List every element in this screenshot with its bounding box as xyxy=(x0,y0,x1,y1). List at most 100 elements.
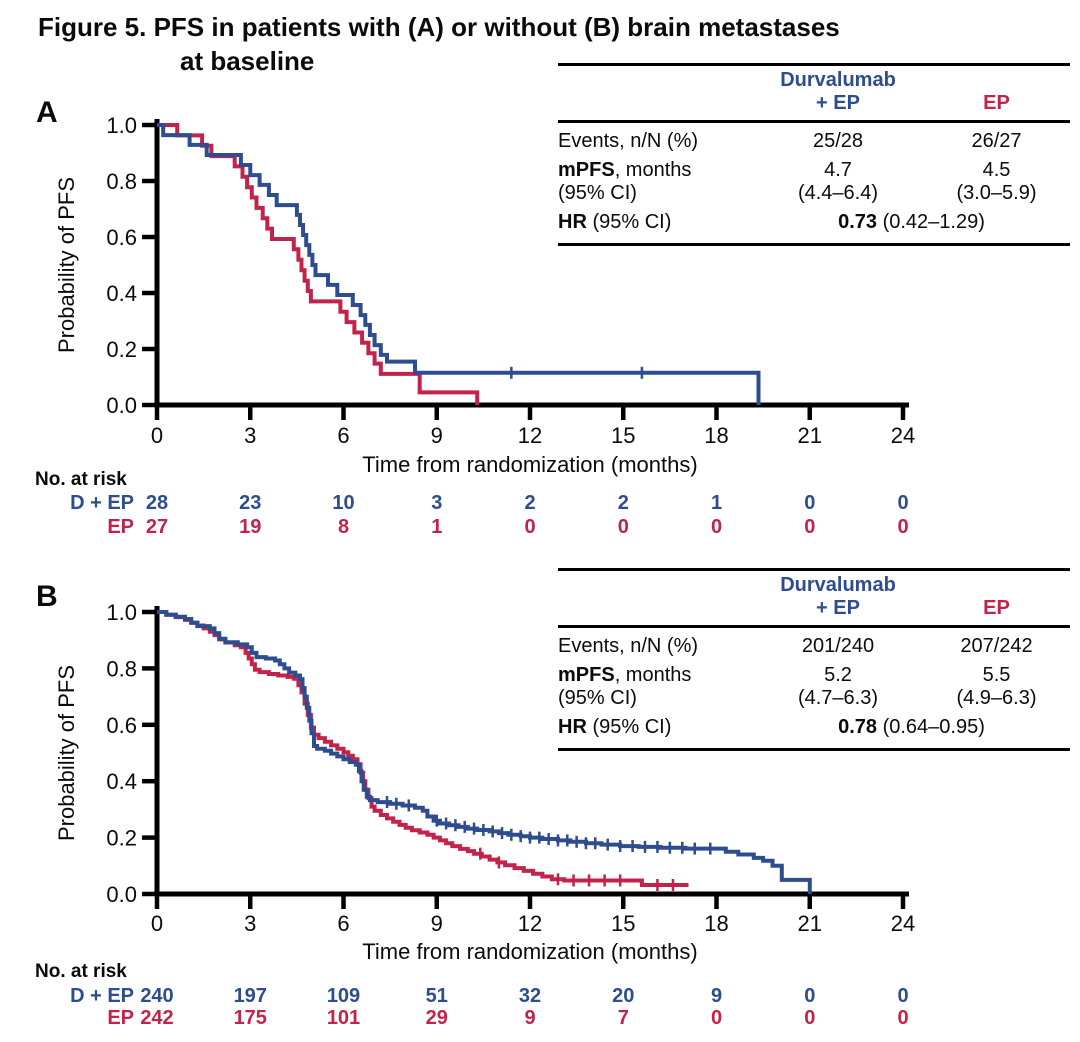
risk-count: 101 xyxy=(326,1007,361,1029)
risk-count: 19 xyxy=(239,516,262,538)
x-axis-title: Time from randomization (months) xyxy=(362,939,697,964)
panel-a-label: A xyxy=(36,96,58,129)
risk-row-label-ep: EP xyxy=(107,1007,134,1029)
risk-count: 0 xyxy=(897,516,909,538)
risk-count: 20 xyxy=(612,985,635,1007)
x-tick-label: 21 xyxy=(798,911,822,936)
events-durva-value: 25/28 xyxy=(812,130,864,152)
y-tick-label: 0.0 xyxy=(106,393,137,418)
x-tick-label: 24 xyxy=(891,911,915,936)
risk-count: 27 xyxy=(145,516,169,538)
mpfs-ep-value: 4.5 (3.0–5.9) xyxy=(956,159,1037,204)
x-tick-label: 0 xyxy=(151,911,163,936)
risk-row-label-durvalumab-ep: D + EP xyxy=(70,985,134,1007)
y-tick-label: 0.8 xyxy=(106,656,137,681)
km-curve-durvalumab-ep xyxy=(157,123,761,405)
risk-count: 28 xyxy=(145,492,169,514)
risk-count: 3 xyxy=(431,492,443,514)
x-tick-label: 6 xyxy=(337,423,349,448)
risk-count: 240 xyxy=(140,985,174,1007)
risk-count: 175 xyxy=(233,1007,267,1029)
no-at-risk-header: No. at risk xyxy=(35,469,127,490)
panel-b-label: B xyxy=(36,580,58,613)
y-tick-label: 0.8 xyxy=(106,169,137,194)
risk-count: 0 xyxy=(617,516,629,538)
stats-table-header: Durvalumab + EP EP xyxy=(558,63,1070,123)
y-tick-label: 0.2 xyxy=(106,337,137,362)
y-axis-title: Probability of PFS xyxy=(54,665,79,841)
risk-count: 23 xyxy=(239,492,262,514)
y-tick-label: 0.0 xyxy=(106,882,137,907)
mpfs-row-label: mPFS, months (95% CI) xyxy=(558,159,692,204)
hr-value: 0.78 (0.64–0.95) xyxy=(838,716,985,738)
risk-count: 9 xyxy=(524,1007,536,1029)
stats-table-header: Durvalumab + EP EP xyxy=(558,568,1070,628)
mpfs-durva-value: 5.2 (4.7–6.3) xyxy=(797,664,879,709)
x-axis-title: Time from randomization (months) xyxy=(362,452,697,477)
risk-count: 0 xyxy=(524,516,536,538)
risk-count: 8 xyxy=(337,516,350,538)
x-tick-label: 15 xyxy=(611,423,635,448)
column-header-ep: EP xyxy=(983,597,1010,619)
x-tick-label: 9 xyxy=(431,423,443,448)
figure-title: Figure 5. PFS in patients with (A) or wi… xyxy=(38,10,840,78)
risk-count: 10 xyxy=(332,492,355,514)
y-tick-label: 1.0 xyxy=(106,600,137,625)
risk-count: 0 xyxy=(804,516,816,538)
x-tick-label: 0 xyxy=(151,423,163,448)
risk-count: 0 xyxy=(710,516,723,538)
y-tick-label: 0.4 xyxy=(106,769,137,794)
risk-count: 7 xyxy=(617,1007,629,1029)
x-tick-label: 12 xyxy=(518,911,542,936)
hr-row-label: HR (95% CI) xyxy=(558,716,672,738)
y-tick-label: 0.2 xyxy=(106,826,137,851)
risk-count: 0 xyxy=(804,1007,816,1029)
risk-count: 197 xyxy=(233,985,267,1007)
km-curve-durvalumab-ep xyxy=(157,610,812,894)
events-row-label: Events, n/N (%) xyxy=(558,130,699,152)
x-tick-label: 15 xyxy=(611,911,635,936)
x-tick-label: 3 xyxy=(244,423,256,448)
risk-count: 29 xyxy=(425,1007,448,1029)
stats-table-body: Events, n/N (%) 25/28 26/27 mPFS, months… xyxy=(558,123,1070,246)
risk-row-label-durvalumab-ep: D + EP xyxy=(70,492,134,514)
risk-count: 0 xyxy=(710,1007,723,1029)
hr-value: 0.73 (0.42–1.29) xyxy=(838,211,985,233)
risk-count: 1 xyxy=(431,516,443,538)
x-tick-label: 24 xyxy=(891,423,915,448)
risk-count: 0 xyxy=(897,1007,909,1029)
risk-count: 51 xyxy=(425,985,448,1007)
column-header-durvalumab-ep: Durvalumab + EP xyxy=(780,69,896,114)
risk-count: 1 xyxy=(710,492,723,514)
events-row-label: Events, n/N (%) xyxy=(558,635,699,657)
y-axis-title: Probability of PFS xyxy=(54,177,79,353)
x-tick-label: 12 xyxy=(518,423,542,448)
y-tick-label: 1.0 xyxy=(106,113,137,138)
x-tick-label: 6 xyxy=(337,911,349,936)
y-tick-label: 0.4 xyxy=(106,281,137,306)
risk-count: 0 xyxy=(897,492,909,514)
x-tick-label: 18 xyxy=(704,911,728,936)
stats-table-panel-b: Durvalumab + EP EP Events, n/N (%) 201/2… xyxy=(558,568,1070,751)
no-at-risk-header: No. at risk xyxy=(35,961,127,982)
x-tick-label: 9 xyxy=(431,911,443,936)
risk-count: 2 xyxy=(617,492,629,514)
x-tick-label: 21 xyxy=(798,423,822,448)
stats-table-body: Events, n/N (%) 201/240 207/242 mPFS, mo… xyxy=(558,628,1070,751)
events-ep-value: 26/27 xyxy=(971,130,1022,152)
figure-title-line2: at baseline xyxy=(180,46,315,76)
risk-count: 242 xyxy=(140,1007,174,1029)
x-tick-label: 18 xyxy=(704,423,728,448)
stats-table-panel-a: Durvalumab + EP EP Events, n/N (%) 25/28… xyxy=(558,63,1070,246)
mpfs-ep-value: 5.5 (4.9–6.3) xyxy=(956,664,1037,709)
risk-count: 0 xyxy=(897,985,909,1007)
risk-row-label-ep: EP xyxy=(107,516,134,538)
column-header-durvalumab-ep: Durvalumab + EP xyxy=(780,574,896,619)
risk-count: 0 xyxy=(804,985,816,1007)
risk-count: 0 xyxy=(804,492,816,514)
events-durva-value: 201/240 xyxy=(801,635,875,657)
risk-count: 9 xyxy=(710,985,723,1007)
column-header-ep: EP xyxy=(983,92,1010,114)
